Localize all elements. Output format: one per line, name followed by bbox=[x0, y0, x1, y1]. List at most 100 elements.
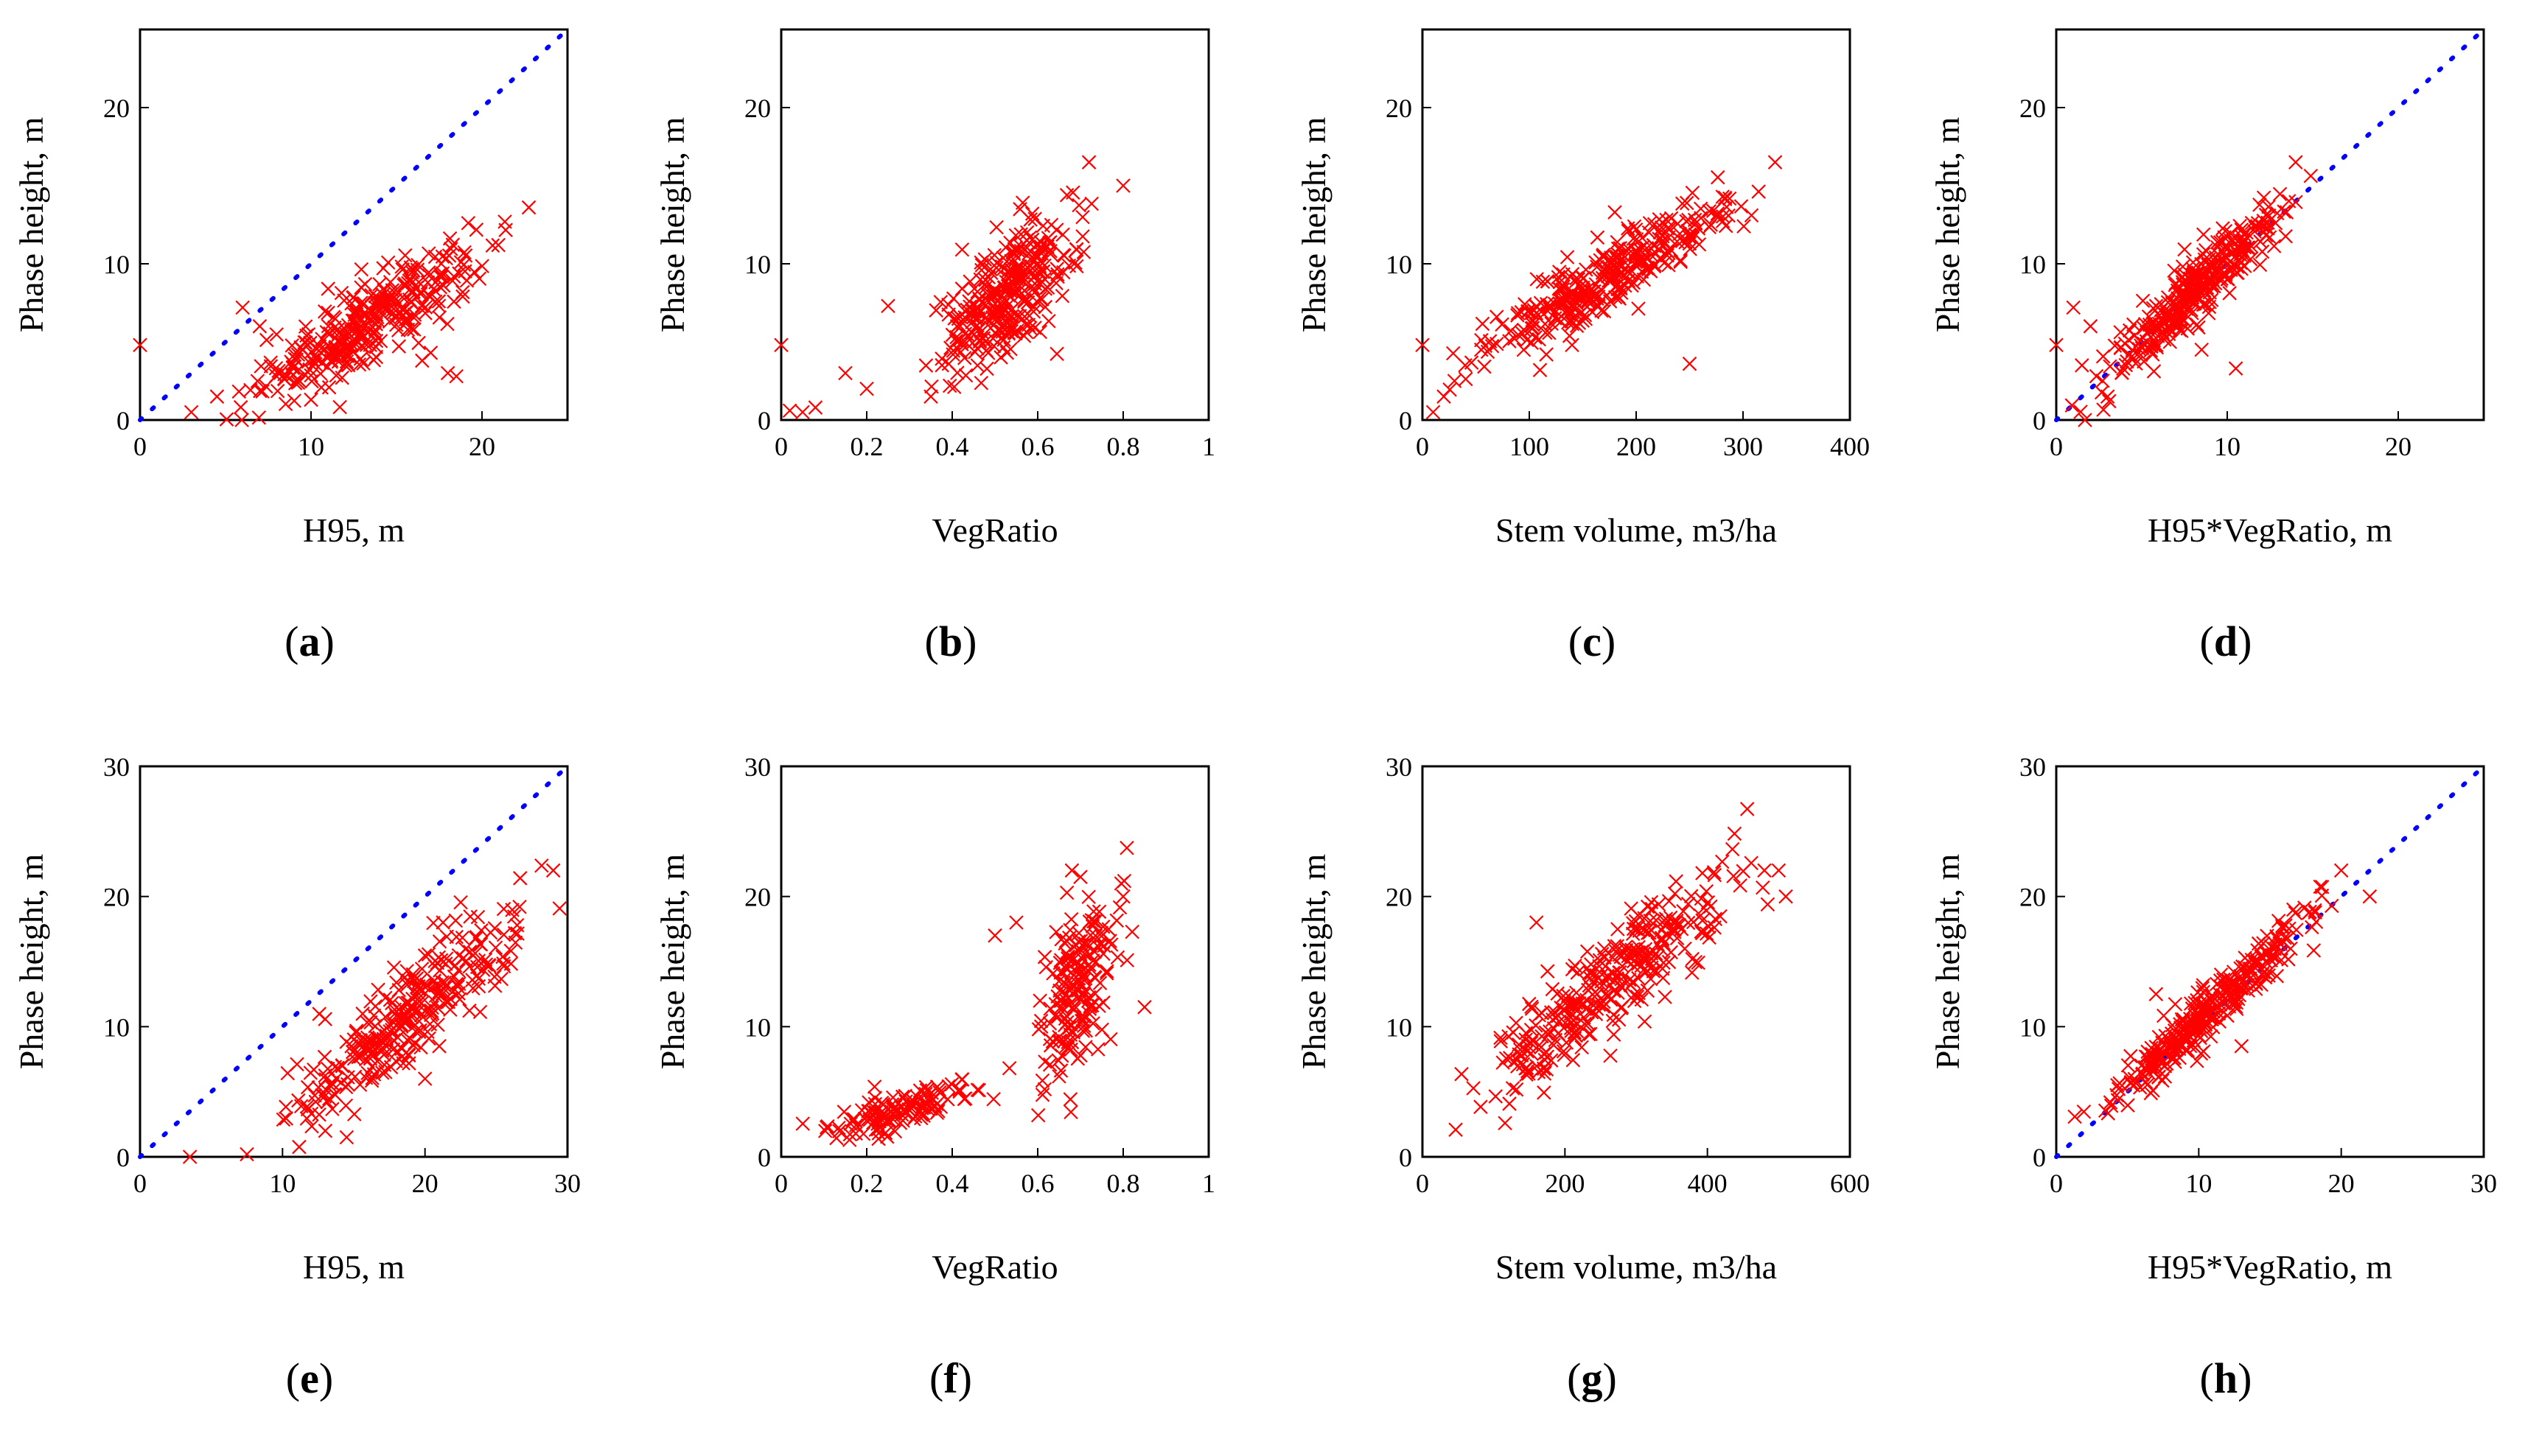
scatter-point bbox=[235, 300, 250, 315]
scatter-point bbox=[1715, 209, 1731, 224]
scatter-point bbox=[436, 915, 450, 930]
scatter-point bbox=[285, 360, 301, 375]
scatter-point bbox=[2078, 413, 2092, 427]
scatter-point bbox=[1466, 1081, 1481, 1096]
scatter-point bbox=[318, 1082, 333, 1097]
y-tick-label: 0 bbox=[116, 406, 130, 435]
plot-frame bbox=[2055, 28, 2485, 421]
scatter-point bbox=[2179, 287, 2193, 302]
scatter-point bbox=[2194, 342, 2209, 357]
scatter-point bbox=[1733, 199, 1749, 214]
x-tick-label: 30 bbox=[2470, 1169, 2497, 1198]
scatter-point bbox=[269, 327, 284, 342]
scatter-point bbox=[1669, 913, 1684, 928]
scatter-point bbox=[1673, 254, 1688, 270]
scatter-point bbox=[458, 248, 473, 263]
scatter-point bbox=[2199, 995, 2214, 1010]
scatter-point bbox=[2260, 220, 2275, 236]
scatter-point bbox=[1588, 255, 1603, 270]
scatter-point bbox=[334, 285, 349, 301]
scatter-point bbox=[1744, 855, 1759, 871]
scatter-point bbox=[1033, 265, 1047, 280]
scatter-point bbox=[372, 1043, 388, 1058]
chart-panel-h: 0 10 20 30 0 10 20 30 H95*VegRatio, m Phase heigh… bbox=[1916, 737, 2525, 1456]
scatter-point bbox=[847, 1112, 862, 1127]
panel-label: (a) bbox=[284, 617, 335, 665]
chart-svg-a: 0 10 20 0 10 20 H95, m Phase height, m (a) bbox=[13, 27, 570, 665]
scatter-point bbox=[1050, 267, 1065, 282]
scatter-point bbox=[1532, 363, 1548, 377]
scatter-point bbox=[979, 361, 994, 377]
scatter-point bbox=[1646, 238, 1662, 253]
plot-frame bbox=[139, 28, 569, 421]
scatter-point bbox=[1512, 1047, 1526, 1062]
scatter-point bbox=[2286, 902, 2301, 917]
scatter-point bbox=[1694, 925, 1710, 941]
y-axis-label: Phase height, m bbox=[1929, 853, 1966, 1069]
scatter-point bbox=[1005, 245, 1020, 260]
scatter-point bbox=[1076, 245, 1092, 259]
scatter-point bbox=[1576, 1009, 1591, 1025]
scatter-point bbox=[1524, 1001, 1540, 1016]
scatter-point bbox=[1579, 299, 1595, 315]
scatter-point bbox=[973, 304, 988, 319]
scatter-point bbox=[2201, 306, 2216, 321]
scatter-point bbox=[1539, 347, 1554, 362]
scatter-point bbox=[1693, 908, 1708, 923]
scatter-point bbox=[300, 1079, 315, 1095]
scatter-point bbox=[340, 357, 356, 373]
scatter-point bbox=[926, 1092, 941, 1107]
scatter-point bbox=[1013, 259, 1027, 274]
scatter-point bbox=[2206, 990, 2221, 1005]
scatter-point bbox=[487, 969, 502, 984]
scatter-point bbox=[1092, 936, 1107, 951]
scatter-point bbox=[1030, 1107, 1046, 1123]
scatter-point bbox=[2083, 319, 2098, 334]
scatter-point bbox=[986, 1091, 1001, 1107]
scatter-point bbox=[345, 1044, 360, 1060]
y-tick-label: 0 bbox=[1399, 406, 1412, 435]
scatter-point bbox=[1454, 1066, 1469, 1082]
x-tick-label: 0 bbox=[775, 1169, 788, 1198]
scatter-point bbox=[304, 392, 318, 407]
scatter-point bbox=[371, 1032, 387, 1046]
y-tick-label: 10 bbox=[1386, 1012, 1412, 1042]
scatter-point bbox=[1050, 346, 1064, 362]
scatter-point bbox=[380, 255, 396, 270]
scatter-point bbox=[440, 365, 455, 381]
chart-panel-d: 0 10 20 0 10 20 H95*VegRatio, m Phase height, m… bbox=[1916, 0, 2525, 719]
x-tick-label: 20 bbox=[2385, 432, 2412, 461]
scatter-point bbox=[1052, 1068, 1066, 1084]
x-tick-label: 1 bbox=[1202, 432, 1215, 461]
scatter-point bbox=[1538, 325, 1553, 340]
scatter-point bbox=[1596, 941, 1612, 956]
scatter-point bbox=[1660, 221, 1675, 236]
scatter-point bbox=[234, 413, 249, 427]
x-axis-label: H95, m bbox=[303, 1248, 405, 1286]
scatter-point bbox=[1516, 342, 1532, 357]
scatter-point bbox=[255, 384, 270, 399]
scatter-point bbox=[2249, 952, 2265, 967]
scatter-point bbox=[829, 1130, 844, 1146]
scatter-point bbox=[252, 319, 268, 334]
scatter-point bbox=[293, 1099, 309, 1114]
scatter-point bbox=[1019, 225, 1035, 240]
scatter-point bbox=[958, 368, 974, 383]
scatter-point bbox=[1518, 297, 1532, 312]
scatter-point bbox=[297, 335, 312, 350]
scatter-point bbox=[439, 951, 454, 966]
scatter-point bbox=[1436, 389, 1451, 404]
scatter-point bbox=[1053, 1063, 1069, 1078]
scatter-point bbox=[304, 374, 319, 389]
x-tick-label: 0 bbox=[133, 432, 147, 461]
scatter-point bbox=[1760, 897, 1775, 912]
scatter-point bbox=[2261, 968, 2276, 983]
scatter-point bbox=[1629, 231, 1644, 247]
scatter-point bbox=[421, 246, 436, 261]
data-marks bbox=[795, 841, 1152, 1147]
scatter-point bbox=[404, 321, 419, 337]
scatter-point bbox=[1021, 246, 1036, 261]
scatter-point bbox=[1714, 854, 1730, 869]
scatter-point bbox=[1473, 1099, 1488, 1114]
scatter-point bbox=[952, 1084, 967, 1099]
